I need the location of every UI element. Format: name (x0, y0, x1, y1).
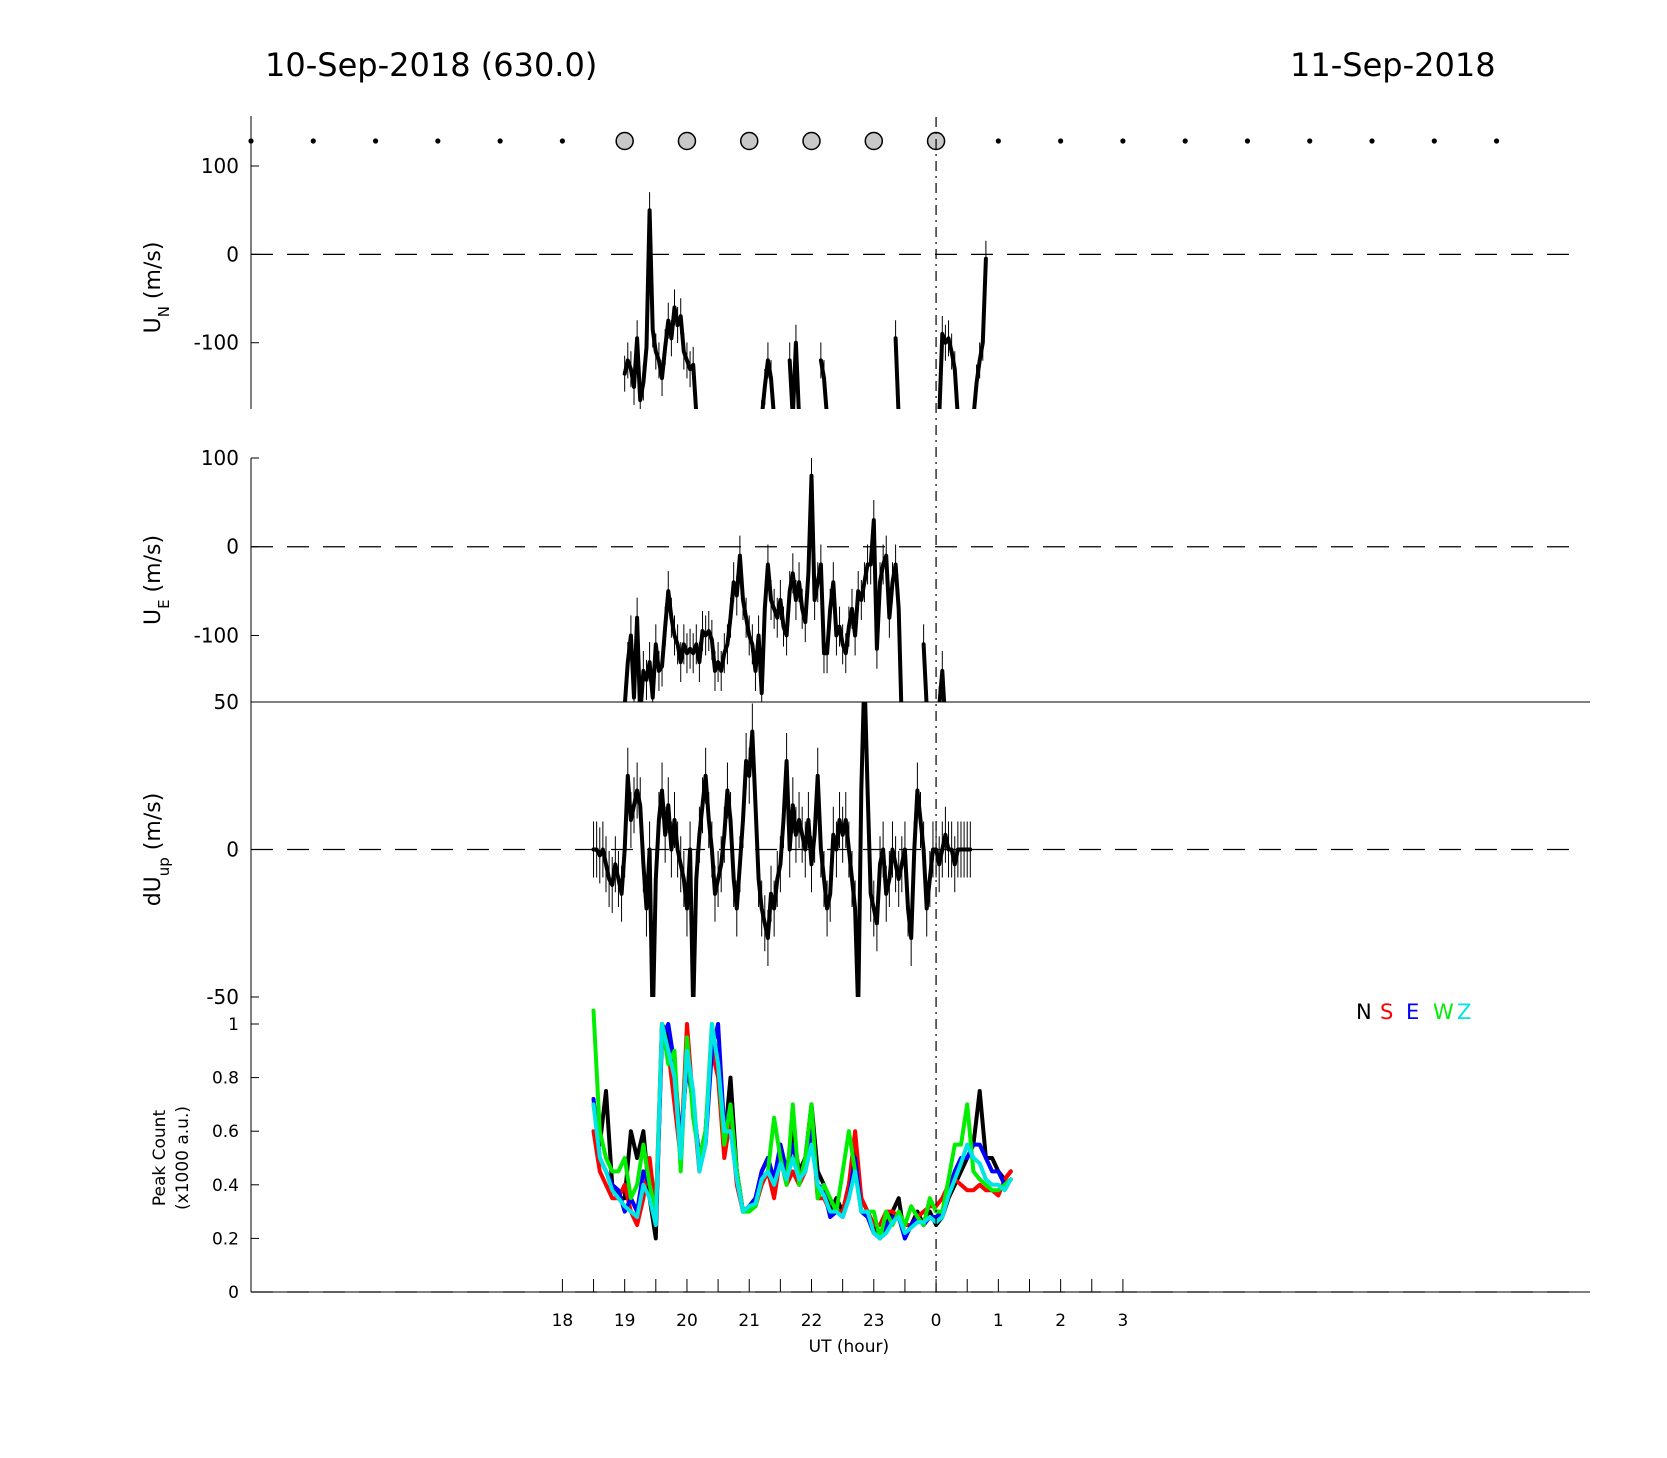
x-tick-label-7: 1 (993, 1311, 1004, 1331)
peak-series-Z (591, 1022, 1013, 1241)
x-tick-label-1: 19 (614, 1311, 636, 1331)
legend-item-W: W (1433, 1000, 1454, 1024)
observation-marker-1 (310, 138, 316, 144)
x-tick-label-8: 2 (1055, 1311, 1066, 1331)
un-series-line (622, 208, 988, 409)
observation-marker-2 (372, 138, 379, 144)
peak-ytick-label-2: 0.6 (212, 1122, 239, 1142)
observation-marker-17 (1307, 138, 1313, 144)
observation-marker-7 (677, 131, 697, 151)
observation-marker-20 (1493, 138, 1500, 144)
legend-item-Z: Z (1457, 1000, 1471, 1024)
dup-ytick-label-2: -50 (206, 985, 239, 1009)
observation-marker-5 (559, 138, 565, 144)
dup-ytick-label-1: 0 (226, 838, 239, 862)
legend-item-E: E (1406, 1000, 1419, 1024)
peak-data (591, 1008, 1013, 1241)
legend-item-N: N (1356, 1000, 1372, 1024)
observation-times-panel (248, 131, 1500, 151)
peak-ytick-label-3: 0.4 (212, 1176, 239, 1196)
peak-count-panel: 10.80.60.40.2018 19 20 21 22 23 0 1 2 3UT (hour)P… (150, 997, 1590, 1357)
x-tick-label-6: 0 (931, 1311, 942, 1331)
x-tick-label-3: 21 (738, 1311, 760, 1331)
observation-marker-15 (1182, 138, 1188, 144)
dup-series-line (591, 702, 973, 997)
x-tick-label-5: 23 (863, 1311, 885, 1331)
un-ytick-label-0: 100 (201, 154, 239, 178)
un-y-axis-label: UN (m/s) (141, 242, 173, 334)
peak-ytick-label-1: 0.8 (212, 1069, 239, 1089)
observation-marker-12 (995, 138, 1001, 144)
observation-marker-16 (1244, 138, 1251, 144)
x-tick-label-9: 3 (1117, 1311, 1128, 1331)
x-axis-label: UT (hour) (809, 1337, 889, 1357)
ue-y-axis-label: UE (m/s) (141, 535, 173, 625)
ue-ytick-label-1: 0 (226, 535, 239, 559)
ue-panel: 100 0 -100 UE (m/s) (141, 446, 1590, 703)
dup-data (591, 702, 973, 997)
observation-marker-3 (435, 138, 441, 144)
ue-ytick-label-0: 100 (201, 446, 239, 470)
x-tick-label-2: 20 (676, 1311, 698, 1331)
legend-item-S: S (1380, 1000, 1393, 1024)
peak-y-axis-label-line2: (x1000 a.u.) (173, 1106, 193, 1210)
observation-marker-13 (1058, 138, 1064, 144)
observation-marker-6 (615, 131, 634, 151)
un-ytick-label-1: 0 (226, 242, 239, 266)
peak-y-axis-label-line1: Peak Count (150, 1110, 170, 1207)
observation-marker-18 (1369, 138, 1375, 144)
dup-panel: 50 0 -50 dUup (m/s) (141, 690, 1580, 1009)
observation-marker-9 (802, 131, 821, 151)
peak-ytick-label-5: 0 (228, 1283, 239, 1303)
un-ytick-label-2: -100 (194, 331, 239, 355)
un-panel: 100 0 -100 UN (m/s) (141, 116, 1580, 409)
un-data (622, 192, 988, 409)
ue-ytick-label-2: -100 (194, 623, 239, 647)
x-tick-label-0: 18 (552, 1311, 574, 1331)
ue-data (623, 458, 947, 702)
observation-marker-10 (864, 131, 884, 151)
right-date-title: 11-Sep-2018 (1290, 46, 1496, 84)
observation-marker-4 (497, 138, 503, 144)
observation-marker-19 (1431, 138, 1437, 144)
dup-ytick-label-0: 50 (214, 690, 239, 714)
x-tick-label-4: 22 (801, 1311, 823, 1331)
left-date-title: 10-Sep-2018 (630.0) (265, 46, 597, 84)
observation-marker-14 (1120, 138, 1126, 144)
observation-marker-8 (739, 131, 759, 151)
peak-ytick-label-0: 1 (228, 1015, 239, 1035)
peak-ytick-label-4: 0.2 (212, 1229, 239, 1249)
dup-y-axis-label: dUup (m/s) (141, 793, 173, 907)
ue-series-line (623, 473, 947, 702)
